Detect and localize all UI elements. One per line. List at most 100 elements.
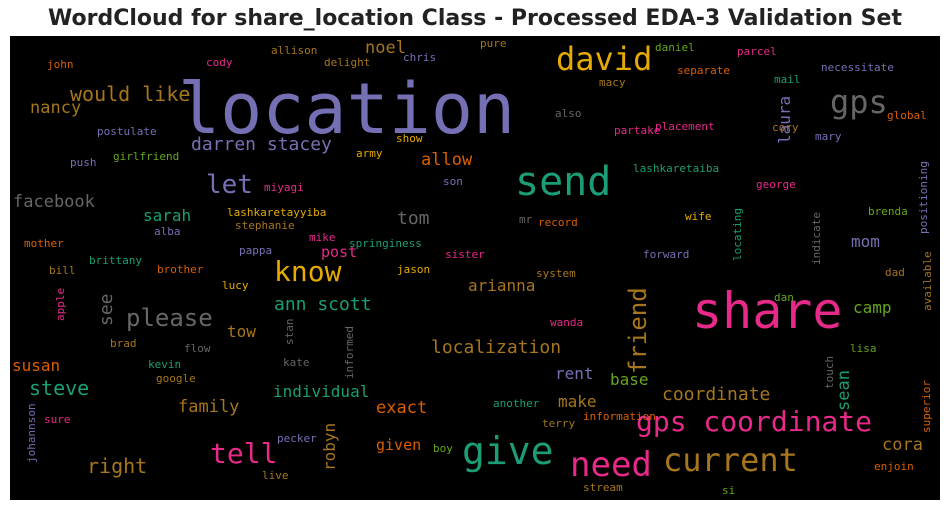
word-jason: jason — [397, 263, 431, 276]
word-son: son — [443, 175, 463, 188]
word-chris: chris — [403, 51, 437, 64]
word-exact: exact — [376, 398, 428, 418]
word-dan: dan — [774, 291, 794, 304]
word-darren-stacey: darren stacey — [191, 134, 332, 155]
word-terry: terry — [542, 417, 576, 430]
word-mail: mail — [774, 73, 801, 86]
word-necessitate: necessitate — [821, 61, 894, 74]
word-girlfriend: girlfriend — [113, 150, 180, 163]
word-lashkaretayyiba: lashkaretayyiba — [227, 206, 327, 219]
word-wanda: wanda — [550, 316, 584, 329]
word-flow: flow — [184, 342, 211, 355]
word-right: right — [87, 454, 148, 478]
word-lucy: lucy — [222, 279, 249, 292]
word-brother: brother — [157, 263, 204, 276]
word-lisa: lisa — [850, 342, 877, 355]
word-make: make — [558, 392, 597, 411]
word-david: david — [556, 40, 653, 78]
word-noel: noel — [365, 38, 406, 58]
word-share: share — [692, 282, 843, 340]
word-john: john — [47, 58, 74, 71]
word-steve: steve — [29, 376, 90, 400]
word-george: george — [756, 178, 796, 191]
word-positioning: positioning — [917, 161, 930, 234]
word-system: system — [536, 267, 576, 280]
word-pappa: pappa — [239, 244, 273, 257]
word-gps-coordinate: gps coordinate — [636, 405, 873, 438]
word-brittany: brittany — [89, 254, 142, 267]
word-tom: tom — [397, 208, 430, 229]
word-brad: brad — [110, 337, 137, 350]
word-need: need — [570, 445, 652, 485]
word-placement: placement — [655, 120, 715, 133]
word-individual: individual — [273, 382, 370, 401]
word-daniel: daniel — [655, 41, 695, 54]
word-given: given — [376, 436, 422, 454]
word-mother: mother — [24, 237, 64, 250]
word-informed: informed — [343, 326, 356, 379]
word-cloud-canvas: location share send david give need current gps… — [10, 36, 940, 500]
word-locating: locating — [731, 208, 744, 261]
word-know: know — [274, 255, 342, 288]
word-family: family — [178, 397, 240, 417]
word-another: another — [493, 397, 540, 410]
word-give: give — [462, 429, 554, 473]
word-stephanie: stephanie — [235, 219, 295, 232]
word-sean: sean — [834, 370, 854, 411]
word-cory: cory — [772, 121, 799, 134]
word-mary: mary — [815, 130, 842, 143]
word-apple: apple — [54, 287, 67, 321]
word-delight: delight — [324, 56, 371, 69]
word-postulate: postulate — [97, 125, 157, 138]
word-parcel: parcel — [737, 45, 777, 58]
word-bill: bill — [49, 264, 76, 277]
word-wife: wife — [685, 210, 712, 223]
word-miyagi: miyagi — [264, 181, 304, 194]
word-pure: pure — [480, 37, 507, 50]
word-sarah: sarah — [143, 206, 192, 225]
word-si: si — [722, 484, 736, 497]
word-laura: laura — [775, 95, 794, 144]
word-cora: cora — [882, 435, 923, 455]
word-separate: separate — [677, 64, 730, 77]
word-sister: sister — [445, 248, 485, 261]
word-partake: partake — [614, 124, 661, 137]
word-army: army — [356, 147, 383, 160]
word-camp: camp — [853, 298, 892, 317]
word-macy: macy — [599, 76, 626, 89]
word-kate: kate — [283, 356, 310, 369]
word-global: global — [887, 109, 927, 122]
word-record: record — [538, 216, 578, 229]
word-post: post — [321, 243, 358, 261]
word-johannson: johannson — [25, 403, 38, 463]
word-stream: stream — [583, 481, 623, 494]
word-boy: boy — [433, 442, 453, 455]
word-dad: dad — [885, 266, 905, 279]
word-coordinate: coordinate — [662, 384, 771, 405]
word-allow: allow — [421, 150, 473, 170]
word-would-like: would like — [70, 82, 191, 106]
word-tow: tow — [227, 322, 256, 341]
word-springiness: springiness — [349, 237, 422, 250]
word-also: also — [555, 107, 582, 120]
word-tell: tell — [210, 437, 278, 470]
word-lashkaretaiba: lashkaretaiba — [633, 162, 720, 175]
word-push: push — [70, 156, 97, 169]
chart-title: WordCloud for share_location Class - Pro… — [48, 6, 902, 31]
word-superior: superior — [920, 380, 933, 433]
word-information: information — [583, 410, 656, 423]
word-susan: susan — [12, 356, 61, 375]
word-ann-scott: ann scott — [274, 294, 372, 315]
word-mike: mike — [309, 231, 336, 244]
word-send: send — [515, 159, 612, 205]
word-robyn: robyn — [320, 422, 339, 471]
word-enjoin: enjoin — [874, 460, 914, 473]
word-google: google — [156, 372, 196, 385]
word-please: please — [126, 304, 213, 332]
word-gps: gps — [830, 83, 888, 121]
word-current: current — [663, 441, 798, 479]
word-alba: alba — [154, 225, 181, 238]
word-available: available — [921, 251, 934, 311]
word-nancy: nancy — [30, 98, 82, 118]
word-arianna: arianna — [468, 276, 536, 295]
